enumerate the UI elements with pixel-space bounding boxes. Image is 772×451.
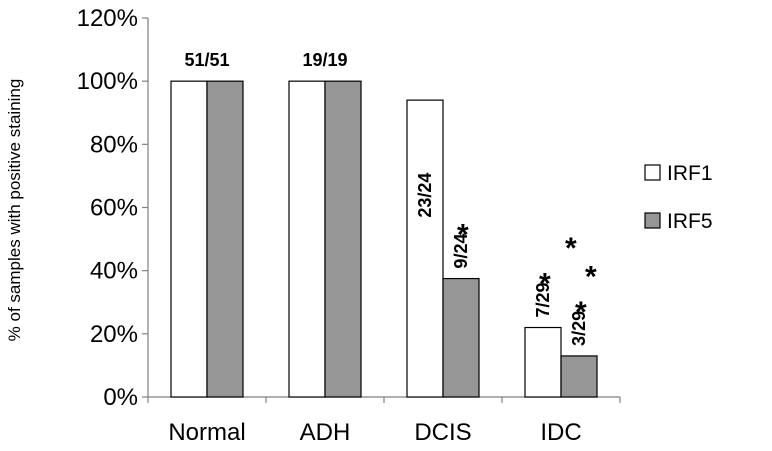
y-tick-label: 0% <box>103 384 138 411</box>
significance-asterisk: * <box>457 219 469 252</box>
y-tick-label: 60% <box>90 195 138 222</box>
bars <box>170 80 598 398</box>
bar-irf5-dcis <box>442 277 480 398</box>
x-tick-label: DCIS <box>414 419 471 446</box>
x-axis: Normal ADH DCIS IDC <box>147 396 621 446</box>
y-tick-label: 120% <box>77 5 138 32</box>
bar-irf1-idc <box>524 326 562 398</box>
y-tick-label: 100% <box>77 68 138 95</box>
data-label: 19/19 <box>302 50 347 70</box>
significance-asterisk: * <box>575 296 587 329</box>
legend: IRF1 IRF5 <box>644 162 713 233</box>
data-label: 51/51 <box>184 50 229 70</box>
legend-swatch-irf1 <box>644 164 661 181</box>
bar-irf1-adh <box>288 80 326 398</box>
x-tick-label: ADH <box>300 419 351 446</box>
significance-asterisk: * <box>585 260 597 293</box>
y-tick-label: 20% <box>90 321 138 348</box>
legend-label-irf5: IRF5 <box>667 210 713 233</box>
significance-asterisk: * <box>539 268 551 301</box>
legend-swatch-irf5 <box>644 212 661 229</box>
y-axis-label: % of samples with positive staining <box>5 79 24 342</box>
data-label: 7/29 <box>533 282 553 317</box>
x-tick-label: Normal <box>168 419 245 446</box>
y-tick-label: 40% <box>90 258 138 285</box>
y-tick-label: 80% <box>90 131 138 158</box>
bar-irf5-adh <box>324 80 362 398</box>
bar-irf5-normal <box>206 80 244 398</box>
bar-irf5-idc <box>560 355 598 398</box>
legend-label-irf1: IRF1 <box>667 162 713 185</box>
x-tick-label: IDC <box>540 419 581 446</box>
data-label: 3/29 <box>569 311 589 346</box>
y-axis: 0% 20% 40% 60% 80% 100% 120% <box>77 5 149 411</box>
data-label: 23/24 <box>415 173 435 218</box>
data-label: 9/24 <box>451 234 471 269</box>
bar-irf1-dcis <box>406 99 444 398</box>
significance-asterisk: * <box>565 232 577 265</box>
bar-irf1-normal <box>170 80 208 398</box>
